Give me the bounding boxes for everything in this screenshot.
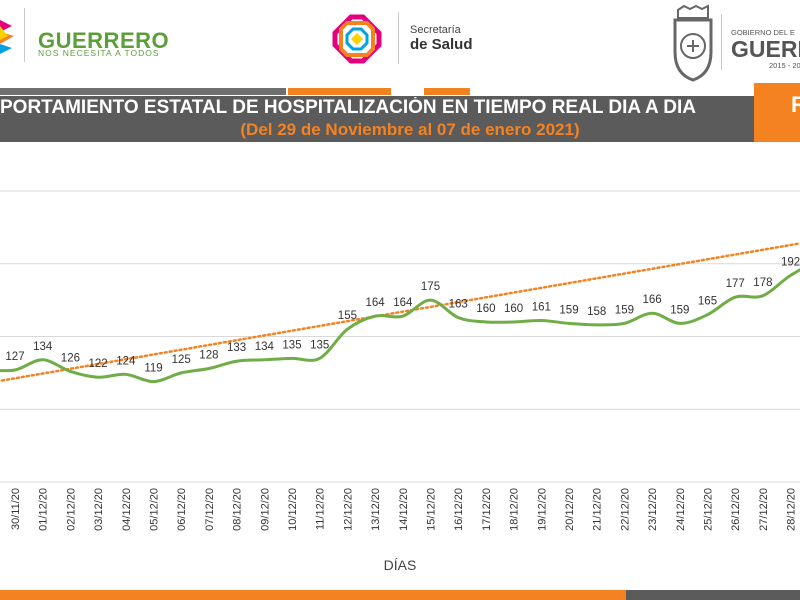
data-label: 126 <box>61 352 80 364</box>
x-tick-label: 27/12/20 <box>758 488 770 531</box>
x-tick-label: 02/12/20 <box>65 488 77 531</box>
title-band <box>0 96 754 142</box>
header: GUERRERO NOS NECESITA A TODOS Secretaría… <box>0 0 800 88</box>
x-tick-label: 04/12/20 <box>121 488 133 531</box>
x-tick-label: 21/12/20 <box>592 488 604 531</box>
x-tick-label: 13/12/20 <box>370 488 382 531</box>
x-tick-label: 10/12/20 <box>287 488 299 531</box>
data-label: 134 <box>255 341 275 353</box>
data-label: 127 <box>5 351 24 363</box>
x-tick-label: 26/12/20 <box>730 488 742 531</box>
x-axis-label: DÍAS <box>384 557 417 573</box>
data-label: 134 <box>33 341 53 353</box>
x-tick-label: 24/12/20 <box>675 488 687 531</box>
secretaria-logo-icon <box>332 14 382 64</box>
header-stripe-orange <box>424 88 470 95</box>
x-tick-label: 05/12/20 <box>149 488 161 531</box>
x-tick-label: 14/12/20 <box>398 488 410 531</box>
header-separator <box>398 12 399 64</box>
footer-bar-orange <box>0 590 626 600</box>
gov-name: GUERRE <box>731 36 800 62</box>
data-label: 163 <box>449 299 468 311</box>
brand-subtitle: NOS NECESITA A TODOS <box>38 48 160 58</box>
data-label: 125 <box>172 354 191 366</box>
x-tick-labels: 30/11/20 01/12/20 02/12/20 03/12/20 04/12/20… <box>10 488 798 531</box>
data-label: 128 <box>199 350 218 362</box>
data-label: 135 <box>310 339 329 351</box>
x-tick-label: 30/11/20 <box>10 488 22 530</box>
data-label: 155 <box>338 310 357 322</box>
trendline-path <box>0 242 800 383</box>
x-tick-label: 19/12/20 <box>536 488 548 531</box>
data-label: 159 <box>559 304 578 316</box>
x-tick-label: 23/12/20 <box>647 488 659 531</box>
data-label: 159 <box>615 304 634 316</box>
x-tick-label: 12/12/20 <box>342 488 354 531</box>
brand-title: GUERRERO <box>38 28 170 53</box>
gov-years: 2015 - 20 <box>769 61 800 70</box>
data-label: 158 <box>587 306 606 318</box>
data-label: 133 <box>227 342 246 354</box>
data-label: 192 <box>781 256 800 268</box>
series-line <box>0 268 800 384</box>
data-label: 166 <box>643 294 662 306</box>
state-seal-icon <box>673 4 713 82</box>
x-tick-label: 03/12/20 <box>93 488 105 531</box>
header-separator <box>721 14 722 70</box>
data-label: 160 <box>504 303 523 315</box>
x-tick-label: 01/12/20 <box>38 488 50 531</box>
x-tick-label: 06/12/20 <box>176 488 188 531</box>
data-label: 159 <box>670 304 689 316</box>
x-tick-label: 15/12/20 <box>426 488 438 531</box>
data-label: 165 <box>698 296 717 308</box>
data-label: 122 <box>89 358 108 370</box>
x-tick-label: 17/12/20 <box>481 488 493 531</box>
secretaria-name: de Salud <box>410 36 473 53</box>
x-tick-label: 22/12/20 <box>619 488 631 531</box>
trendline <box>0 242 800 383</box>
footer-bar-gray <box>626 590 800 600</box>
hospitalization-line-chart: 7127134126122124119125128133134135135155… <box>0 190 800 573</box>
series-line-path <box>0 268 800 384</box>
corner-box: R <box>754 83 800 142</box>
header-stripe-gray <box>0 88 286 95</box>
x-tick-label: 16/12/20 <box>453 488 465 531</box>
x-tick-label: 07/12/20 <box>204 488 216 531</box>
chart-grid <box>0 190 800 483</box>
data-label: 178 <box>753 277 772 289</box>
x-tick-label: 18/12/20 <box>509 488 521 531</box>
data-labels: 7127134126122124119125128133134135135155… <box>5 256 800 375</box>
x-tick-label: 08/12/20 <box>232 488 244 531</box>
data-label: 124 <box>116 355 136 367</box>
corner-letter: R <box>791 92 800 117</box>
x-tick-label: 11/12/20 <box>315 488 327 530</box>
data-label: 161 <box>532 301 551 313</box>
chart-subtitle: (Del 29 de Noviembre al 07 de enero 2021… <box>240 120 580 139</box>
data-label: 175 <box>421 281 440 293</box>
guerrero-logo-icon <box>0 20 14 54</box>
x-tick-label: 20/12/20 <box>564 488 576 531</box>
data-label: 135 <box>282 339 301 351</box>
data-label: 164 <box>366 297 386 309</box>
data-label: 177 <box>726 278 745 290</box>
gov-label: GOBIERNO DEL E <box>731 28 795 37</box>
data-label: 119 <box>144 363 162 375</box>
x-tick-label: 09/12/20 <box>259 488 271 531</box>
data-label: 160 <box>476 303 495 315</box>
secretaria-label: Secretaría <box>410 24 461 36</box>
x-tick-label: 25/12/20 <box>703 488 715 531</box>
data-label: 164 <box>393 297 413 309</box>
x-tick-label: 28/12/20 <box>786 488 798 531</box>
header-separator <box>24 8 25 62</box>
header-stripe-orange <box>288 88 391 95</box>
chart-title: PORTAMIENTO ESTATAL DE HOSPITALIZACIÓN E… <box>0 97 696 118</box>
